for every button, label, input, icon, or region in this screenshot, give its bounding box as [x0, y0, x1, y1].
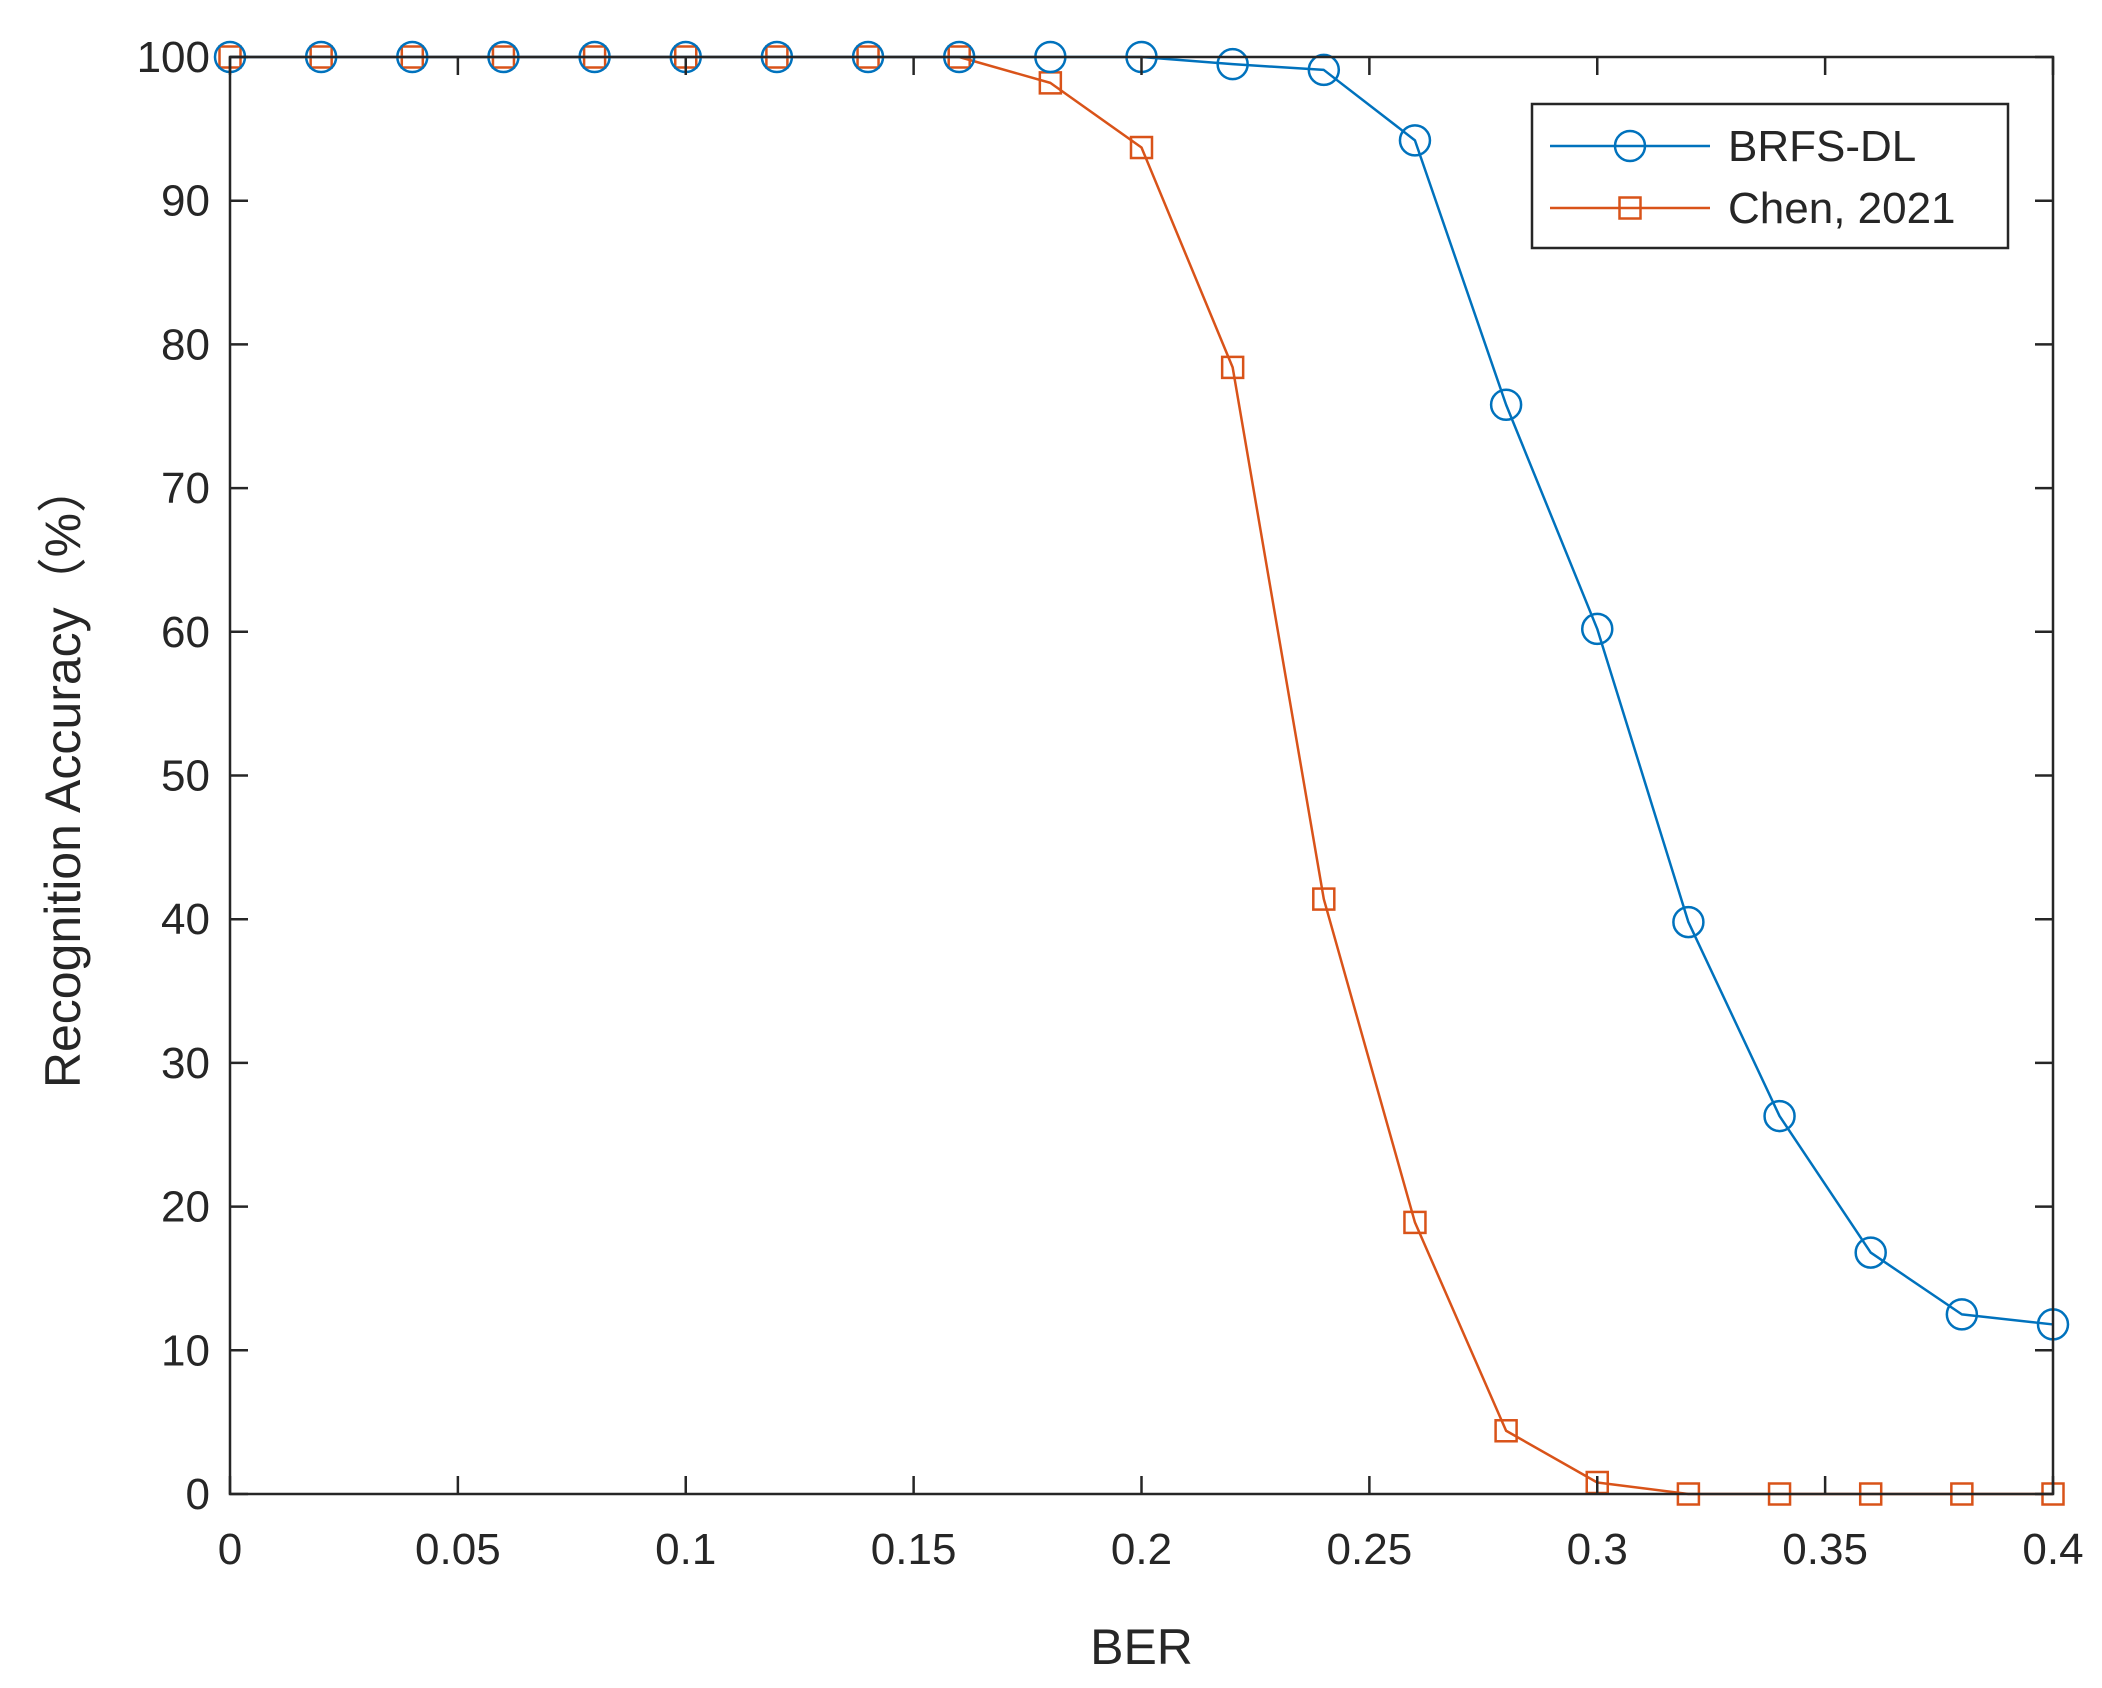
data-point [1672, 905, 1705, 939]
data-point [1489, 388, 1523, 422]
data-point [1854, 1236, 1887, 1269]
legend-marker [1613, 129, 1647, 163]
x-tick-label: 0.1 [655, 1525, 716, 1574]
data-point [1220, 355, 1245, 380]
data-point [1129, 135, 1154, 160]
x-tick-label: 0.35 [1782, 1525, 1868, 1574]
data-point [1398, 124, 1432, 157]
y-tick-label: 70 [161, 464, 210, 513]
data-point [1312, 887, 1336, 911]
y-tick-label: 60 [161, 608, 210, 657]
ticks-layer: 0 0.05 0.1 0.15 0.2 0.25 0.3 0.35 0.4 0 10 20 30 40 50… [137, 33, 2084, 1574]
legend-entry: Chen, 2021 [1550, 184, 1956, 233]
x-tick-label: 0.2 [1111, 1525, 1172, 1574]
legend-box [1530, 102, 2010, 250]
y-tick-label: 20 [161, 1183, 210, 1232]
x-axis-label: BER [1090, 1619, 1193, 1675]
data-point [1307, 53, 1341, 87]
x-tick-label: 0.3 [1567, 1525, 1628, 1574]
legend-label: BRFS-DL [1728, 122, 1916, 171]
x-tick-label: 0 [218, 1525, 242, 1574]
y-tick-label: 50 [161, 752, 210, 801]
x-tick-label: 0.15 [871, 1525, 957, 1574]
legend: BRFS-DL Chen, 2021 [1530, 102, 2010, 250]
data-point [1494, 1419, 1518, 1443]
data-point [1581, 612, 1614, 646]
plot-background [230, 57, 2053, 1494]
legend-entry: BRFS-DL [1550, 122, 1916, 171]
data-point [1763, 1099, 1796, 1133]
y-tick-label: 100 [137, 33, 210, 82]
legend-marker [1618, 196, 1642, 220]
y-tick-label: 40 [161, 895, 210, 944]
y-axis-label: Recognition Accuracy（%） [35, 463, 91, 1088]
y-tick-label: 0 [186, 1470, 210, 1519]
y-tick-label: 10 [161, 1326, 210, 1375]
y-tick-label: 30 [161, 1039, 210, 1088]
x-tick-label: 0.4 [2022, 1525, 2083, 1574]
x-tick-label: 0.25 [1327, 1525, 1413, 1574]
data-point [1216, 47, 1249, 81]
x-tick-label: 0.05 [415, 1525, 501, 1574]
data-point [1403, 1210, 1427, 1235]
data-point [1945, 1298, 1979, 1331]
legend-label: Chen, 2021 [1728, 184, 1956, 233]
y-tick-label: 80 [161, 320, 210, 369]
y-tick-label: 90 [161, 177, 210, 226]
